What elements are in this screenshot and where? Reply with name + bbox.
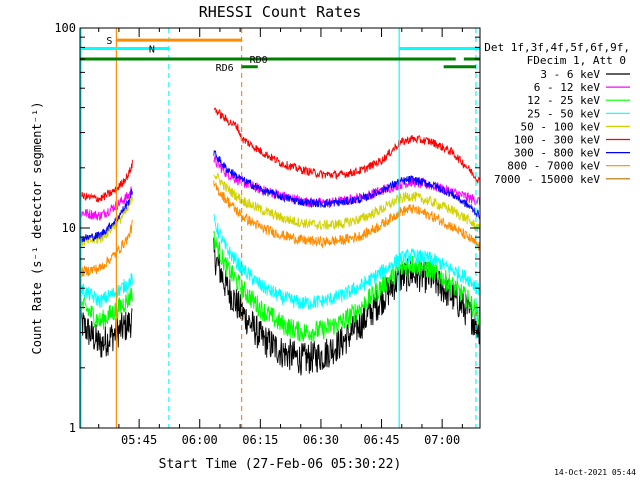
series-line-segment [213,107,481,184]
series-line-segment [213,149,481,220]
legend-label: 300 - 800 keV [514,147,600,160]
series-3-6-kev [79,237,481,376]
series-line-segment [79,188,133,245]
legend: Det 1f,3f,4f,5f,6f,9f, FDecim 1, Att 0 3… [484,41,630,186]
chart-title: RHESSI Count Rates [199,3,362,21]
vertical-markers [80,28,477,428]
series-line-segment [213,172,481,234]
series-line-segment [213,237,481,376]
series-25-50-kev [79,213,481,310]
x-tick-label: 06:45 [363,433,399,447]
legend-label: 25 - 50 keV [527,107,600,120]
y-tick-label: 10 [62,221,76,235]
axes: 1 10 100 05:45 06:00 06:15 06:30 06:45 07:00 [54,21,480,447]
bar-label-rd0: RD0 [250,55,268,66]
legend-header-line-1: Det 1f,3f,4f,5f,6f,9f, [484,41,630,54]
series-lines [79,107,481,376]
series-line-segment [79,186,133,221]
bar-label-rd6: RD6 [216,63,234,74]
x-tick-label: 05:45 [121,433,157,447]
x-tick-label: 06:30 [303,433,339,447]
y-axis-label: Count Rate (s⁻¹ detector segment⁻¹) [30,102,44,355]
bar-label-n: N [149,44,155,55]
legend-label: 12 - 25 keV [527,94,600,107]
series-line-segment [213,213,481,310]
series-line-segment [79,159,133,203]
series-line-segment [79,273,133,309]
series-300-800-kev [79,149,481,245]
series-line-segment [79,288,133,330]
y-tick-label: 100 [54,21,76,35]
legend-label: 100 - 300 keV [514,134,600,147]
series-line-segment [79,219,133,277]
plot-frame [79,27,481,429]
series-line-segment [79,306,133,358]
series-100-300-kev [79,107,481,203]
legend-label: 800 - 7000 keV [507,160,600,173]
footer-timestamp: 14-Oct-2021 05:44 [554,468,636,477]
legend-label: 6 - 12 keV [534,81,601,94]
legend-label: 7000 - 15000 keV [494,173,600,186]
x-tick-label: 06:00 [182,433,218,447]
legend-header-line-2: FDecim 1, Att 0 [527,54,626,67]
x-tick-label: 07:00 [424,433,460,447]
series-line-segment [213,230,481,342]
x-tick-label: 06:15 [242,433,278,447]
legend-label: 50 - 100 keV [521,120,601,133]
series-800-7000-kev [79,180,481,277]
y-tick-label: 1 [69,421,76,435]
attenuator-bars: S N RD0 RD6 [80,36,480,74]
series-line-segment [213,180,481,251]
series-12-25-kev [79,230,481,342]
bar-label-s: S [106,36,112,47]
x-axis-label: Start Time (27-Feb-06 05:30:22) [159,457,402,472]
legend-label: 3 - 6 keV [540,68,600,81]
